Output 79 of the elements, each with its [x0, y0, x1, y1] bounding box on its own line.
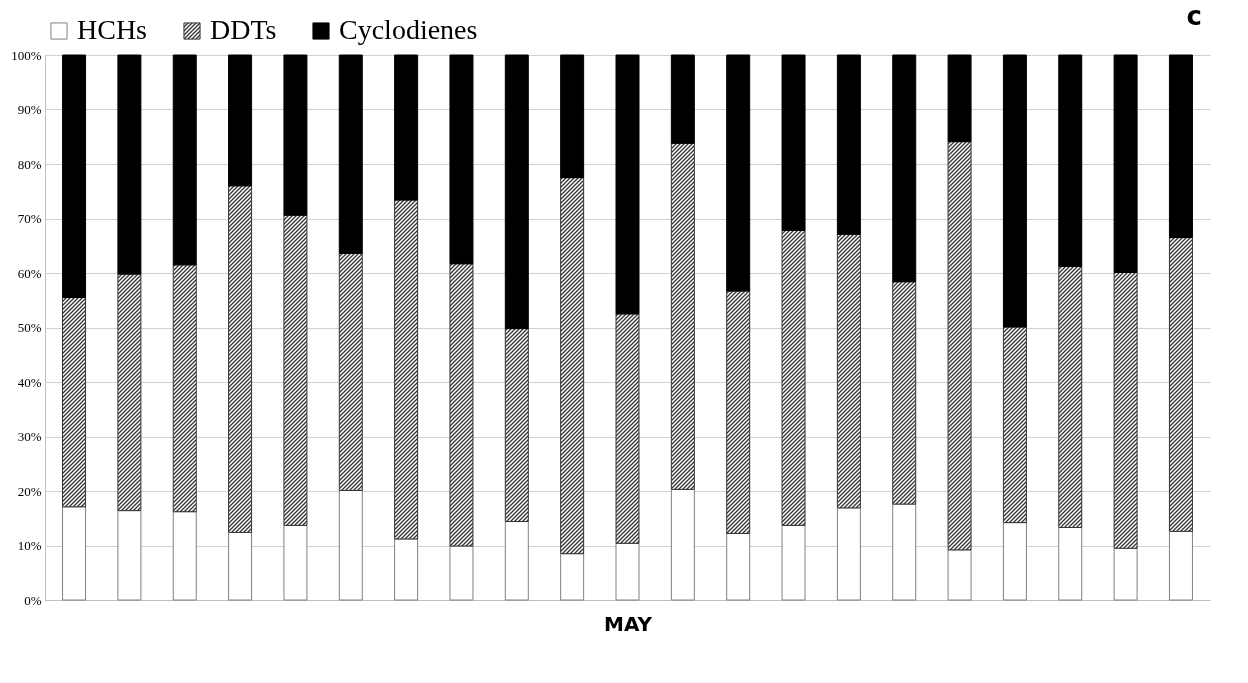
bar — [1113, 271, 1138, 549]
bar — [836, 507, 861, 601]
bar — [504, 521, 529, 601]
bar — [615, 542, 640, 601]
bar — [615, 313, 640, 544]
bar — [781, 229, 806, 526]
bar — [283, 54, 308, 216]
bar — [560, 54, 585, 179]
bar — [1168, 530, 1193, 601]
bar — [172, 54, 197, 266]
bar — [892, 281, 917, 505]
text: c — [1186, 1, 1202, 31]
bar — [1168, 54, 1193, 239]
bar — [62, 297, 87, 508]
bar — [670, 54, 695, 144]
bar — [1168, 237, 1193, 532]
y-tick-label: 30% — [17, 429, 42, 444]
bar — [1002, 326, 1027, 524]
bar — [1058, 527, 1083, 601]
bar — [947, 141, 972, 551]
bar — [394, 538, 419, 601]
bar — [1113, 54, 1138, 273]
y-tick-label: 100% — [11, 47, 42, 63]
bar — [947, 549, 972, 601]
bar — [726, 290, 751, 535]
bar — [560, 177, 585, 555]
bar — [62, 506, 87, 601]
y-tick-label: 60% — [17, 265, 42, 281]
x-axis-title: MAY — [604, 611, 653, 636]
bar — [836, 54, 861, 235]
bar — [726, 533, 751, 601]
bar — [62, 54, 87, 299]
bar — [892, 503, 917, 601]
bar — [449, 54, 474, 265]
legend-label: DDTs — [210, 14, 277, 45]
bar — [338, 252, 363, 491]
bar — [504, 328, 529, 523]
y-tick-label: 90% — [17, 102, 42, 117]
y-tick-label: 40% — [17, 374, 42, 390]
bar — [283, 524, 308, 601]
bar — [172, 264, 197, 513]
bar — [504, 54, 529, 330]
bar — [228, 531, 253, 601]
bar — [228, 54, 253, 187]
legend-label: Cyclodienes — [339, 14, 478, 45]
bar — [1002, 522, 1027, 601]
bar — [1113, 547, 1138, 601]
y-tick-label: 0% — [24, 592, 42, 608]
bar — [947, 54, 972, 143]
bar — [228, 185, 253, 533]
y-tick-label: 80% — [17, 156, 42, 172]
bar — [1058, 265, 1083, 529]
bar — [117, 510, 142, 601]
bar — [449, 545, 474, 601]
y-tick-label: 20% — [17, 483, 42, 499]
bar — [338, 54, 363, 254]
bar — [892, 54, 917, 283]
bar — [670, 142, 695, 490]
y-tick-label: 10% — [17, 538, 42, 553]
y-tick-label: 70% — [17, 211, 42, 226]
bar — [560, 553, 585, 601]
bar — [781, 54, 806, 231]
bar — [338, 489, 363, 601]
bar — [615, 54, 640, 315]
bar — [172, 511, 197, 601]
bar — [283, 214, 308, 526]
bar — [117, 273, 142, 512]
bar — [394, 199, 419, 540]
bar — [394, 54, 419, 201]
bar — [726, 54, 751, 292]
bar — [449, 263, 474, 547]
bar — [670, 488, 695, 601]
legend-label: HCHs — [77, 14, 148, 45]
bar — [1058, 54, 1083, 267]
bar — [117, 54, 142, 275]
bar — [781, 524, 806, 601]
bar — [836, 233, 861, 509]
y-tick-label: 50% — [17, 320, 42, 335]
bar — [1002, 54, 1027, 328]
